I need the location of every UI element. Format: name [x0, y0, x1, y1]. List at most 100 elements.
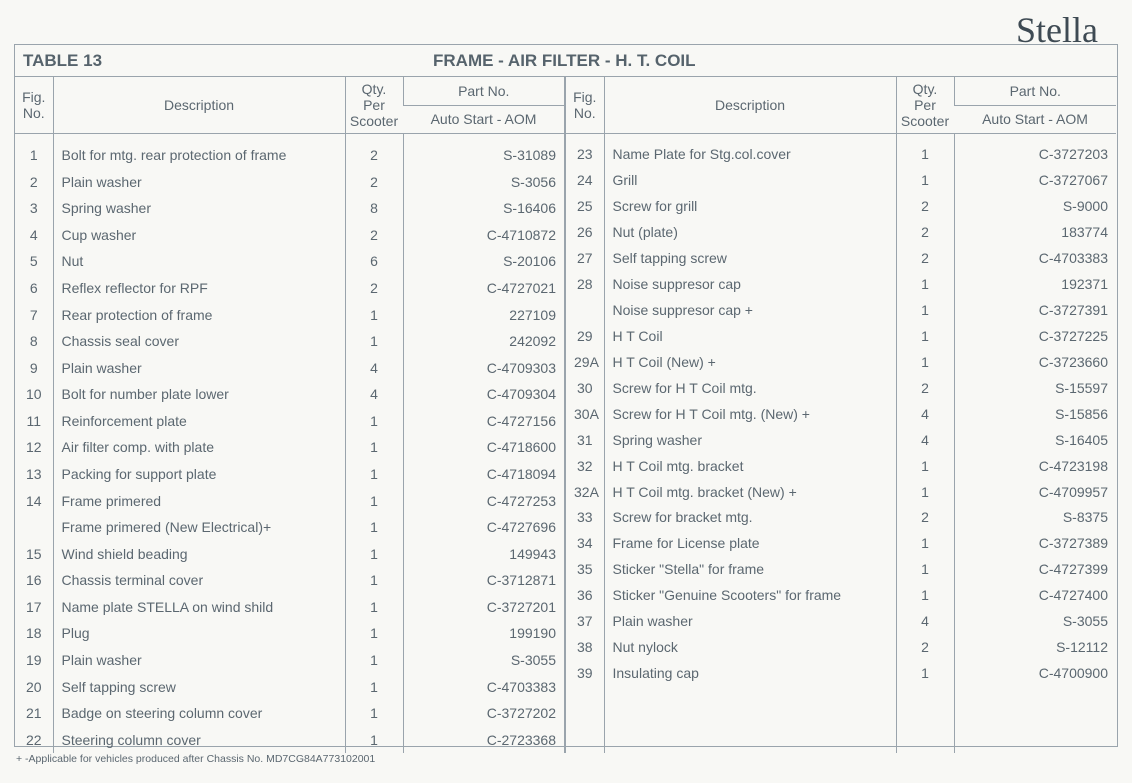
table-row: 6Reflex reflector for RPF2C-4727021 — [15, 275, 565, 302]
cell-qty: 1 — [896, 323, 954, 349]
cell-qty: 4 — [345, 381, 403, 408]
cell-qty: 1 — [896, 297, 954, 323]
cell-qty: 1 — [345, 540, 403, 567]
cell-qty: 6 — [345, 248, 403, 275]
col-header-qty: Qty. Per Scooter — [896, 77, 954, 134]
cell-part: 242092 — [403, 328, 565, 355]
table-title-bar: TABLE 13 FRAME - AIR FILTER - H. T. COIL — [15, 45, 1117, 77]
cell-qty: 1 — [345, 673, 403, 700]
cell-desc: Nut (plate) — [604, 219, 896, 245]
cell-part: S-16406 — [403, 195, 565, 222]
table-row: 32AH T Coil mtg. bracket (New) +1C-47099… — [566, 479, 1116, 505]
cell-desc: Screw for H T Coil mtg. — [604, 375, 896, 401]
cell-fig: 4 — [15, 222, 53, 249]
table-row: 18Plug1199190 — [15, 620, 565, 647]
cell-part: C-4723198 — [954, 453, 1116, 479]
cell-desc: Reinforcement plate — [53, 408, 345, 435]
cell-fig: 37 — [566, 608, 604, 634]
table-row: 11Reinforcement plate1C-4727156 — [15, 408, 565, 435]
cell-qty: 1 — [896, 530, 954, 556]
cell-desc: Screw for grill — [604, 193, 896, 219]
cell-fig: 12 — [15, 434, 53, 461]
cell-qty: 2 — [896, 193, 954, 219]
cell-desc: Sticker "Stella" for frame — [604, 556, 896, 582]
table-row: 24Grill1C-3727067 — [566, 168, 1116, 194]
cell-fig: 15 — [15, 540, 53, 567]
cell-fig: 17 — [15, 594, 53, 621]
table-row: 28Noise suppresor cap1192371 — [566, 271, 1116, 297]
table-row: 13Packing for support plate1C-4718094 — [15, 461, 565, 488]
cell-fig: 34 — [566, 530, 604, 556]
cell-qty: 2 — [345, 222, 403, 249]
cell-qty: 2 — [345, 134, 403, 169]
cell-part: S-3055 — [954, 608, 1116, 634]
cell-part: C-4727696 — [403, 514, 565, 541]
cell-desc: Wind shield beading — [53, 540, 345, 567]
cell-part: S-12112 — [954, 634, 1116, 660]
table-row: 26Nut (plate)2183774 — [566, 219, 1116, 245]
col-header-fig: Fig. No. — [15, 77, 53, 134]
cell-desc: Bolt for mtg. rear protection of frame — [53, 134, 345, 169]
cell-fig: 9 — [15, 354, 53, 381]
cell-qty: 1 — [345, 647, 403, 674]
table-row: 22Steering column cover1C-2723368 — [15, 727, 565, 754]
col-header-qty: Qty. Per Scooter — [345, 77, 403, 134]
cell-part: C-2723368 — [403, 727, 565, 754]
cell-fig: 5 — [15, 248, 53, 275]
cell-fig: 11 — [15, 408, 53, 435]
cell-fig: 20 — [15, 673, 53, 700]
cell-qty: 2 — [896, 245, 954, 271]
cell-desc: Nut — [53, 248, 345, 275]
table-row: 7Rear protection of frame1227109 — [15, 301, 565, 328]
cell-fig: 1 — [15, 134, 53, 169]
cell-desc: Name plate STELLA on wind shild — [53, 594, 345, 621]
cell-qty: 1 — [896, 134, 954, 168]
cell-qty: 1 — [345, 328, 403, 355]
cell-qty: 2 — [896, 634, 954, 660]
cell-fig: 8 — [15, 328, 53, 355]
table-row: 14Frame primered1C-4727253 — [15, 487, 565, 514]
cell-part: S-3056 — [403, 168, 565, 195]
table-row: 5Nut6S-20106 — [15, 248, 565, 275]
parts-table-frame: TABLE 13 FRAME - AIR FILTER - H. T. COIL… — [14, 44, 1118, 747]
cell-part: C-3727202 — [403, 700, 565, 727]
cell-qty: 2 — [896, 375, 954, 401]
cell-part: C-4727399 — [954, 556, 1116, 582]
cell-fig: 32A — [566, 479, 604, 505]
col-header-part-top: Part No. — [403, 77, 565, 105]
table-title: FRAME - AIR FILTER - H. T. COIL — [433, 51, 1107, 71]
cell-part: C-3727201 — [403, 594, 565, 621]
cell-part: C-4727021 — [403, 275, 565, 302]
table-row: 36Sticker "Genuine Scooters" for frame1C… — [566, 582, 1116, 608]
cell-desc: Spring washer — [604, 427, 896, 453]
cell-fig: 14 — [15, 487, 53, 514]
col-header-fig: Fig. No. — [566, 77, 604, 134]
cell-desc: Packing for support plate — [53, 461, 345, 488]
cell-qty: 1 — [345, 700, 403, 727]
cell-qty: 1 — [345, 461, 403, 488]
cell-fig: 7 — [15, 301, 53, 328]
cell-fig: 10 — [15, 381, 53, 408]
cell-fig: 28 — [566, 271, 604, 297]
cell-qty: 4 — [896, 427, 954, 453]
cell-part: C-4703383 — [403, 673, 565, 700]
cell-qty: 1 — [345, 487, 403, 514]
cell-fig: 19 — [15, 647, 53, 674]
table-row: 37Plain washer4S-3055 — [566, 608, 1116, 634]
cell-part: C-4718094 — [403, 461, 565, 488]
cell-desc: Screw for bracket mtg. — [604, 504, 896, 530]
table-row: Frame primered (New Electrical)+1C-47276… — [15, 514, 565, 541]
table-row: 30AScrew for H T Coil mtg. (New) +4S-158… — [566, 401, 1116, 427]
table-row: 35Sticker "Stella" for frame1C-4727399 — [566, 556, 1116, 582]
col-header-part-sub: Auto Start - AOM — [403, 105, 565, 134]
col-header-desc: Description — [53, 77, 345, 134]
cell-desc: H T Coil (New) + — [604, 349, 896, 375]
cell-qty: 1 — [345, 727, 403, 754]
cell-qty: 1 — [345, 567, 403, 594]
cell-fig — [566, 297, 604, 323]
table-row: 15Wind shield beading1149943 — [15, 540, 565, 567]
table-row: 3Spring washer8S-16406 — [15, 195, 565, 222]
cell-part: S-16405 — [954, 427, 1116, 453]
cell-part: C-4718600 — [403, 434, 565, 461]
cell-desc: Plug — [53, 620, 345, 647]
